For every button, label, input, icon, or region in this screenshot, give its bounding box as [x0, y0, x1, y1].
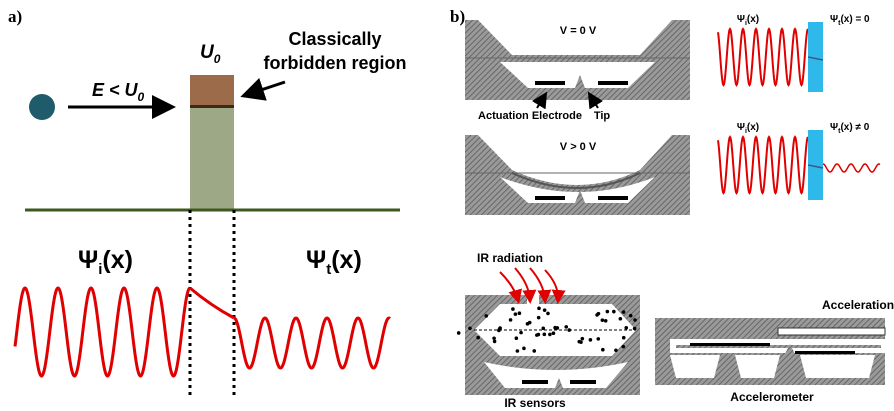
electrode [522, 380, 548, 384]
electrode [598, 196, 628, 200]
gas-molecule [476, 336, 480, 340]
electrode-label: Actuation Electrode [478, 110, 582, 122]
electrode [570, 380, 596, 384]
electrode [535, 196, 565, 200]
gas-molecule [543, 308, 547, 312]
gas-molecule [457, 331, 461, 335]
forbidden-label: forbidden region [264, 53, 407, 73]
transmitted-wave [234, 318, 390, 368]
psi-transmitted: Ψt(x) = 0 [830, 14, 870, 27]
tip-label: Tip [594, 110, 611, 122]
gas-molecule [621, 345, 625, 349]
gas-molecule [541, 326, 545, 330]
voltage-label: V = 0 V [560, 25, 597, 37]
gas-molecule [516, 349, 520, 353]
forbidden-arrow [246, 82, 285, 95]
gas-molecule [509, 318, 513, 322]
transmitted-wave [823, 164, 880, 172]
psi-incident: Ψi(x) [737, 122, 759, 135]
barrier-label: U0 [200, 42, 221, 66]
gas-molecule [528, 321, 532, 325]
energy-level [190, 105, 234, 108]
gas-molecule [535, 333, 539, 337]
panel-label: a) [8, 7, 22, 26]
gas-molecule [498, 327, 502, 331]
gas-molecule [601, 318, 605, 322]
gas-molecule [601, 348, 605, 352]
gas-molecule [619, 317, 623, 321]
proof-plate [778, 328, 885, 335]
gas-molecule [589, 338, 593, 342]
ir-sensor [457, 268, 640, 395]
gas-molecule [564, 325, 568, 329]
gas-molecule [612, 310, 616, 314]
accelerometer-caption: Accelerometer [730, 390, 814, 404]
acceleration-label: Acceleration [822, 298, 894, 312]
gas-molecule [484, 314, 488, 318]
psi-transmitted: Ψt(x) ≠ 0 [830, 122, 870, 135]
gas-molecule [548, 333, 552, 337]
gas-molecule [537, 307, 541, 311]
incident-wave [718, 137, 808, 193]
forbidden-label: Classically [288, 29, 381, 49]
ir-label: IR radiation [477, 251, 543, 265]
gas-molecule [633, 327, 637, 331]
gas-molecule [515, 336, 519, 340]
gas-molecule [622, 336, 626, 340]
psi-incident: Ψi(x) [737, 14, 759, 27]
barrier-top [190, 75, 234, 105]
gas-molecule [514, 312, 518, 316]
accelerometer [655, 318, 885, 385]
electrode [598, 81, 628, 85]
lower-cavity [670, 355, 720, 378]
gas-molecule [604, 319, 608, 323]
incident-wave [718, 29, 808, 85]
wave-group [718, 22, 880, 200]
gas-molecule [468, 326, 472, 330]
gas-molecule [597, 312, 601, 316]
energy-label: E < U0 [92, 80, 145, 104]
voltage-label: V > 0 V [560, 141, 597, 153]
gas-molecule [519, 331, 523, 335]
incident-wave [15, 288, 190, 376]
gas-molecule [622, 310, 626, 314]
electrode [535, 81, 565, 85]
psi-incident: Ψi(x) [78, 246, 133, 278]
gas-molecule [596, 337, 600, 341]
gas-molecule [606, 310, 610, 314]
lower-cavity [735, 355, 780, 378]
gas-molecule [614, 348, 618, 352]
gas-molecule [543, 333, 547, 337]
wave-group [15, 288, 390, 376]
gas-molecule [581, 337, 585, 341]
gas-molecule [537, 316, 541, 320]
gas-molecule [492, 336, 496, 340]
electrode [690, 343, 770, 346]
gas-molecule [624, 326, 628, 330]
figure: a) E < U0 U0 Classically forbidden regio… [0, 0, 894, 411]
ir-caption: IR sensors [504, 396, 566, 410]
decay-line [190, 288, 234, 318]
gas-molecule [493, 340, 497, 344]
gas-molecule [629, 314, 633, 318]
lower-cavity [800, 355, 875, 378]
gas-molecule [633, 318, 637, 322]
gas-molecule [522, 347, 526, 351]
gas-molecule [511, 307, 515, 311]
gas-molecule [567, 328, 571, 332]
gas-molecule [553, 326, 557, 330]
particle [29, 94, 55, 120]
electrode [795, 351, 855, 354]
barrier-body [190, 108, 234, 210]
psi-transmitted: Ψt(x) [306, 246, 362, 278]
gas-molecule [577, 340, 581, 344]
gas-molecule [532, 349, 536, 353]
gas-molecule [518, 311, 522, 315]
gas-molecule [546, 312, 550, 316]
panel-label: b) [450, 7, 465, 26]
gas-molecule [552, 331, 556, 335]
